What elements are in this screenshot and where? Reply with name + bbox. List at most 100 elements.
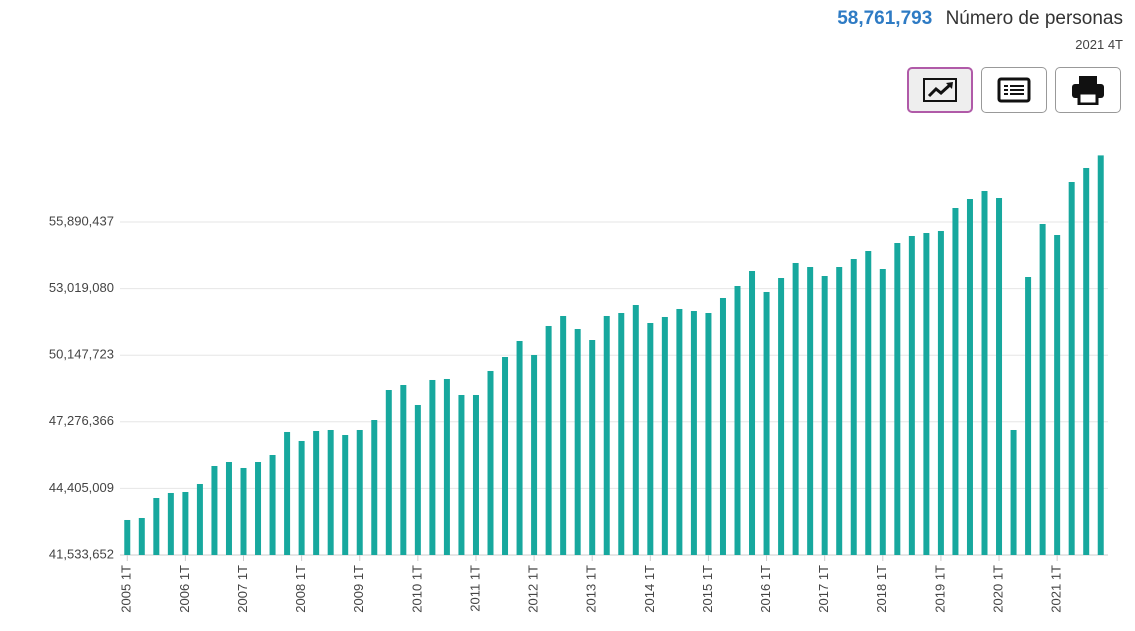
bar — [821, 276, 828, 555]
bar — [211, 465, 218, 555]
y-tick-label: 55,890,437 — [49, 213, 114, 228]
x-tick-label: 2020 1T — [990, 565, 1005, 613]
bar — [400, 384, 407, 555]
x-tick-label: 2005 1T — [119, 565, 134, 613]
bar — [763, 291, 770, 555]
bar — [647, 322, 654, 555]
y-tick-label: 47,276,366 — [49, 413, 114, 428]
bar — [284, 431, 291, 555]
x-tick-label: 2006 1T — [177, 565, 192, 613]
bar — [167, 492, 174, 555]
bar — [443, 378, 450, 555]
print-icon — [1072, 76, 1104, 105]
bar — [269, 454, 276, 555]
x-tick-label: 2007 1T — [235, 565, 250, 613]
bar — [240, 467, 247, 555]
bar — [545, 325, 552, 555]
bar — [487, 370, 494, 555]
x-tick-label: 2014 1T — [642, 565, 657, 613]
y-tick-label: 44,405,009 — [49, 480, 114, 495]
summary-value: 58,761,793 — [837, 8, 933, 29]
bar — [632, 305, 639, 555]
bar — [385, 390, 392, 555]
bar — [502, 357, 509, 555]
bar — [1054, 234, 1061, 556]
x-tick-label: 2013 1T — [584, 565, 599, 613]
bar — [255, 462, 262, 555]
x-tick-label: 2016 1T — [758, 565, 773, 613]
bar — [879, 269, 886, 555]
x-tick-label: 2009 1T — [351, 565, 366, 613]
bar — [1068, 181, 1075, 555]
table-button[interactable] — [981, 67, 1047, 113]
bar — [472, 394, 479, 555]
bar — [952, 208, 959, 555]
x-tick-label: 2019 1T — [932, 565, 947, 613]
bar — [153, 498, 160, 555]
bar — [313, 430, 320, 555]
bar — [981, 190, 988, 556]
bar — [1083, 167, 1090, 555]
bar — [792, 262, 799, 555]
bar — [298, 440, 305, 555]
bar — [589, 340, 596, 555]
bar — [749, 270, 756, 555]
bar — [661, 316, 668, 555]
bar — [1025, 277, 1032, 555]
x-tick-label: 2012 1T — [526, 565, 541, 613]
bar — [414, 404, 421, 555]
x-tick-label: 2018 1T — [874, 565, 889, 613]
bar — [560, 315, 567, 555]
bar — [327, 429, 334, 555]
chart-icon — [923, 78, 957, 102]
bar — [690, 311, 697, 555]
summary-label: Número de personas — [945, 8, 1123, 29]
bar — [574, 329, 581, 555]
bar — [719, 297, 726, 555]
x-tick-label: 2021 1T — [1049, 565, 1064, 613]
summary-period: 2021 4T — [1075, 37, 1123, 52]
bar — [1010, 429, 1017, 555]
bar — [705, 313, 712, 555]
x-tick-label: 2010 1T — [409, 565, 424, 613]
bar — [734, 286, 741, 555]
bar — [516, 340, 523, 555]
table-icon — [997, 77, 1031, 103]
x-tick-label: 2011 1T — [467, 565, 482, 612]
bar — [1039, 224, 1046, 555]
print-button[interactable] — [1055, 67, 1121, 113]
bar — [996, 198, 1003, 555]
bar — [182, 491, 189, 555]
y-tick-label: 41,533,652 — [49, 546, 114, 561]
x-tick-label: 2017 1T — [816, 565, 831, 613]
bar — [966, 199, 973, 555]
bar — [342, 435, 349, 555]
y-tick-label: 50,147,723 — [49, 347, 114, 362]
x-tick-label: 2008 1T — [293, 565, 308, 613]
bar — [923, 233, 930, 555]
bar — [836, 267, 843, 555]
bar — [937, 230, 944, 555]
summary: 58,761,793 Número de personas — [837, 8, 1123, 30]
bar — [603, 315, 610, 555]
bar — [807, 267, 814, 555]
bar — [531, 355, 538, 555]
bar — [429, 379, 436, 555]
chart-button[interactable] — [907, 67, 973, 113]
bar — [908, 235, 915, 555]
bar — [865, 251, 872, 556]
bar — [225, 462, 232, 555]
bar — [458, 394, 465, 555]
y-tick-label: 53,019,080 — [49, 280, 114, 295]
bar — [778, 278, 785, 555]
bar — [850, 259, 857, 555]
bar — [1097, 155, 1104, 555]
bar — [124, 519, 131, 555]
bar — [894, 243, 901, 556]
x-tick-label: 2015 1T — [700, 565, 715, 613]
bar — [618, 313, 625, 555]
bar — [356, 429, 363, 555]
